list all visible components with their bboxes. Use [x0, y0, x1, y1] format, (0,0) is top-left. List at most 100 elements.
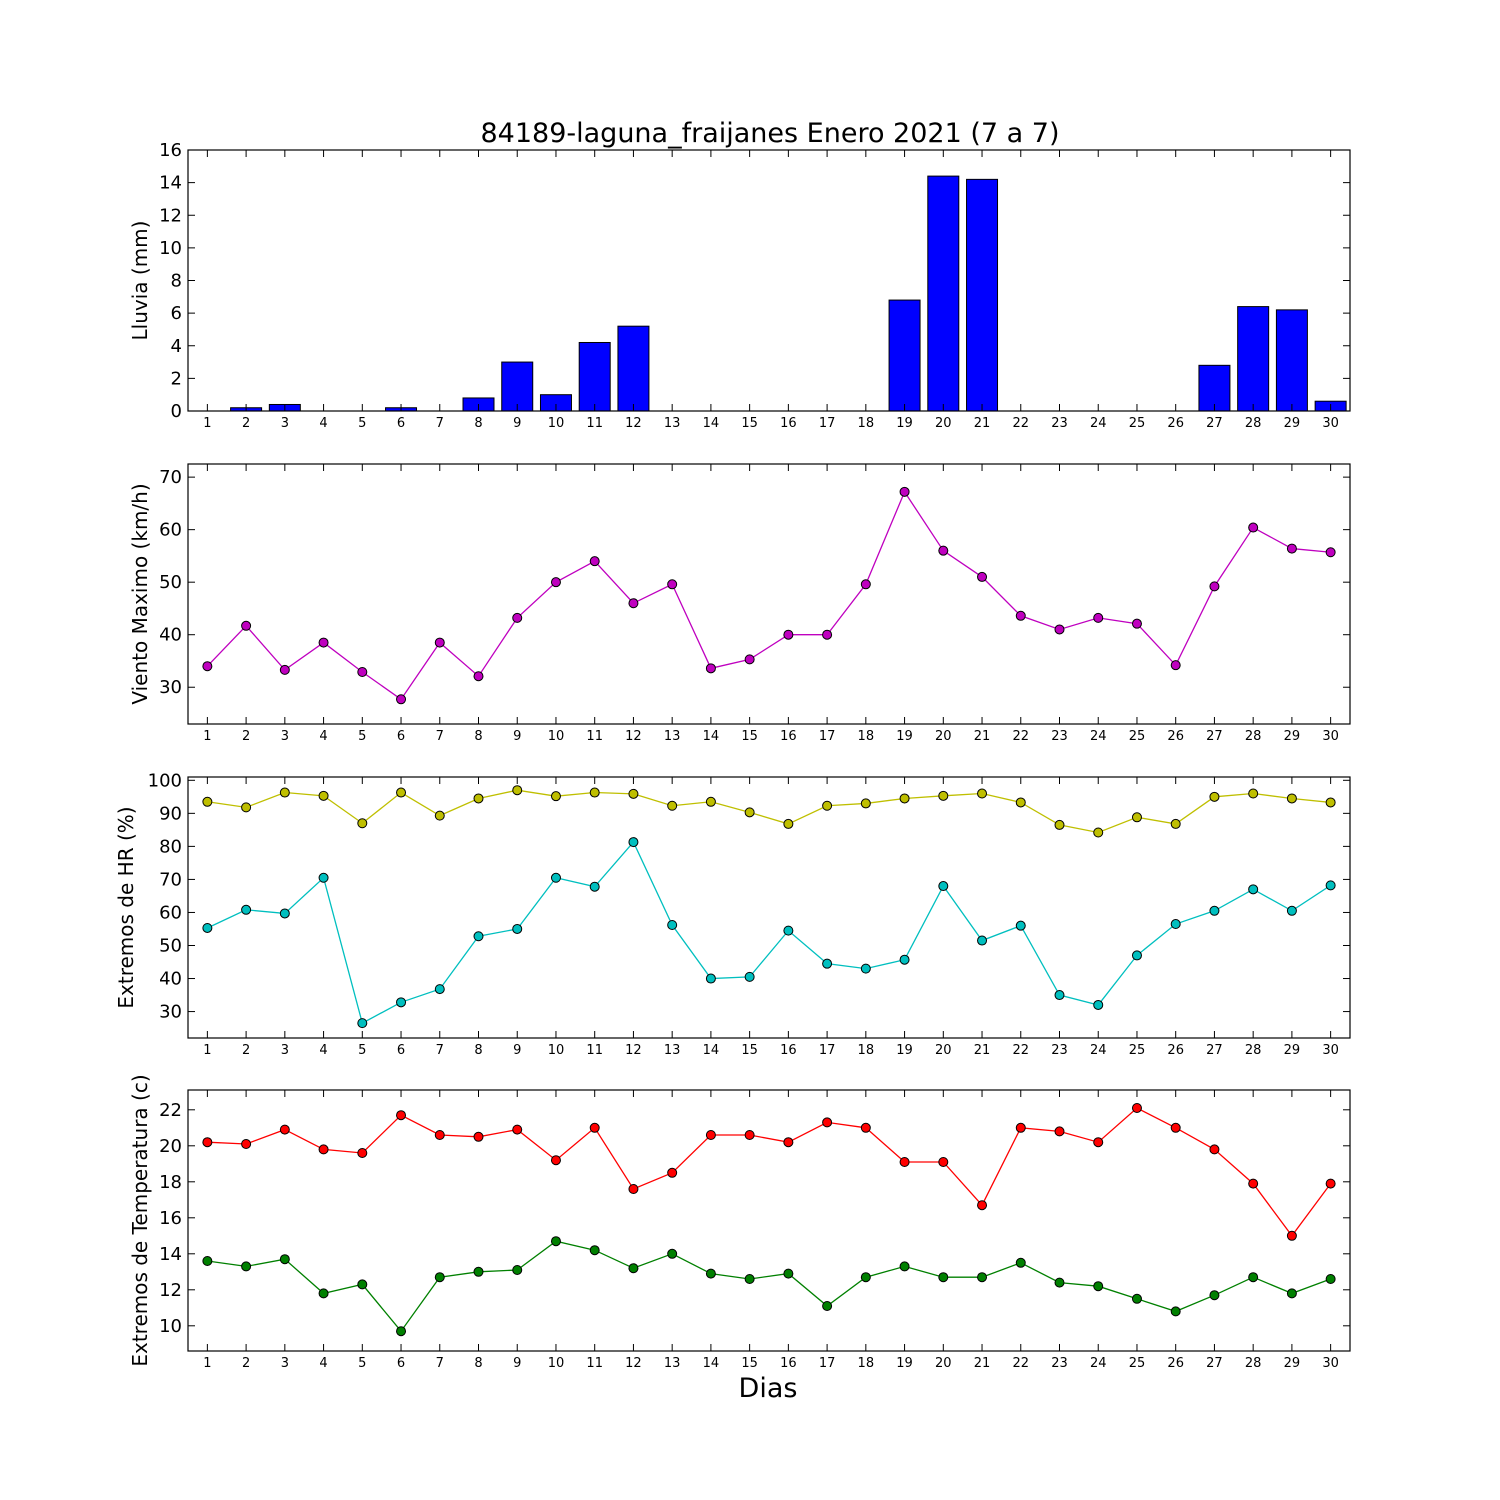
- point-hr-2-day-6: [396, 997, 407, 1008]
- point-temperatura-2-day-9: [512, 1265, 523, 1275]
- point-viento-1-day-12: [628, 598, 639, 609]
- panel-lluvia: 1 2 3 4 5 6 7 8 9 10 11 12 13 14 15 16 17 18 19 20 21 22 23 24 2…: [128, 140, 1351, 431]
- x-tick-label: 28: [1245, 1043, 1262, 1058]
- point-viento-1-day-6: [396, 694, 407, 705]
- point-hr-2-day-12: [628, 837, 639, 848]
- x-tick-label: 5: [358, 729, 366, 744]
- series-line-viento-1: [206, 490, 1331, 701]
- x-tick-label: 18: [858, 1043, 875, 1058]
- point-hr-2-day-19: [899, 954, 910, 965]
- point-hr-2-day-2: [241, 904, 252, 915]
- x-tick-label: 7: [436, 1043, 444, 1058]
- point-temperatura-1-day-8: [473, 1131, 484, 1142]
- x-tick-label: 30: [1322, 1043, 1339, 1058]
- point-temperatura-2-day-23: [1054, 1277, 1065, 1288]
- point-temperatura-1-day-22: [1015, 1122, 1026, 1133]
- point-hr-1-day-28: [1248, 788, 1259, 799]
- x-tick-label: 11: [586, 416, 603, 431]
- point-temperatura-1-day-18: [860, 1122, 871, 1133]
- x-tick-label: 19: [896, 416, 913, 431]
- point-hr-2-day-18: [860, 963, 871, 974]
- point-temperatura-2-day-10: [550, 1236, 561, 1247]
- y-tick-label: 10: [159, 1316, 182, 1337]
- point-temperatura-2-day-12: [628, 1263, 639, 1274]
- series-line-temperatura-2: [207, 1240, 1331, 1333]
- x-tick-label: 30: [1322, 416, 1339, 431]
- point-hr-2-day-4: [318, 872, 329, 883]
- point-temperatura-1-day-28: [1248, 1178, 1259, 1189]
- panel-hr: 1 2 3 4 5 6 7 8 9 10 11 12 13 14 15 16 17 18 19 20 21 22 23 24 2…: [114, 770, 1351, 1058]
- x-tick-label: 23: [1051, 1043, 1068, 1058]
- x-tick-label: 30: [1322, 1356, 1339, 1371]
- y-tick-label: 80: [159, 836, 182, 857]
- y-tick-label: 70: [159, 467, 182, 488]
- point-temperatura-2-day-13: [667, 1248, 678, 1259]
- x-tick-label: 5: [358, 1356, 366, 1371]
- point-temperatura-1-day-24: [1093, 1137, 1104, 1148]
- x-tick-label: 8: [474, 1356, 482, 1371]
- point-viento-1-day-28: [1248, 522, 1259, 533]
- panels: 1 2 3 4 5 6 7 8 9 10 11 12 13 14 15 16 17 18 19 20 21 22 23 24 2…: [114, 140, 1351, 1371]
- point-hr-1-day-11: [589, 787, 600, 798]
- point-hr-2-day-5: [357, 1018, 368, 1029]
- x-tick-label: 6: [397, 1043, 405, 1058]
- point-temperatura-2-day-1: [202, 1256, 213, 1266]
- series-line-hr-1: [207, 789, 1331, 834]
- point-hr-1-day-30: [1325, 797, 1336, 808]
- x-tick-label: 22: [1012, 1043, 1029, 1058]
- x-tick-label: 14: [703, 416, 720, 431]
- x-tick-label: 12: [625, 729, 642, 744]
- x-tick-label: 20: [935, 1356, 952, 1371]
- x-tick-label: 6: [397, 1356, 405, 1371]
- point-temperatura-2-day-7: [434, 1272, 445, 1283]
- point-viento-1-day-21: [977, 571, 988, 582]
- point-temperatura-1-day-3: [279, 1124, 290, 1135]
- point-hr-1-day-13: [667, 800, 678, 811]
- point-hr-1-day-25: [1131, 812, 1142, 823]
- x-tick-label: 1: [203, 1356, 211, 1371]
- x-tick-label: 21: [974, 1356, 991, 1371]
- y-tick-label: 14: [159, 173, 182, 194]
- x-tick-label: 21: [974, 416, 991, 431]
- point-temperatura-1-day-30: [1325, 1178, 1336, 1189]
- x-tick-label: 29: [1284, 416, 1301, 431]
- x-tick-label: 30: [1322, 729, 1339, 744]
- x-tick-label: 22: [1012, 416, 1029, 431]
- x-tick-label: 25: [1129, 729, 1146, 744]
- x-tick-label: 10: [548, 1356, 565, 1371]
- point-temperatura-1-day-10: [550, 1155, 561, 1166]
- y-tick-label: 40: [159, 625, 182, 646]
- point-hr-2-day-25: [1131, 950, 1142, 961]
- x-tick-label: 18: [858, 416, 875, 431]
- point-hr-2-day-17: [822, 958, 833, 969]
- bar-lluvia-day-20: [927, 175, 960, 412]
- point-hr-2-day-23: [1054, 990, 1065, 1001]
- point-temperatura-1-day-15: [744, 1130, 755, 1140]
- point-hr-2-day-28: [1248, 884, 1259, 895]
- point-viento-1-day-25: [1131, 618, 1142, 629]
- bar-lluvia-day-11: [578, 341, 611, 412]
- x-tick-label: 7: [436, 416, 444, 431]
- point-temperatura-1-day-26: [1170, 1122, 1181, 1133]
- x-tick-label: 16: [780, 1356, 797, 1371]
- point-hr-1-day-2: [241, 802, 252, 813]
- point-viento-1-day-24: [1093, 612, 1104, 623]
- point-temperatura-2-day-15: [744, 1274, 755, 1284]
- y-tick-label: 60: [159, 520, 182, 541]
- x-tick-label: 4: [319, 1356, 327, 1371]
- x-tick-label: 17: [819, 1356, 836, 1371]
- x-tick-label: 12: [625, 1043, 642, 1058]
- x-tick-label: 14: [703, 1356, 720, 1371]
- point-temperatura-1-day-19: [899, 1157, 910, 1167]
- x-tick-label: 2: [242, 416, 250, 431]
- x-tick-label: 6: [397, 729, 405, 744]
- y-tick-label: 4: [171, 336, 182, 357]
- x-tick-label: 15: [741, 1043, 758, 1058]
- plot-frame-temperatura: [187, 1089, 1351, 1352]
- chart-title: 84189-laguna_fraijanes Enero 2021 (7 a 7…: [481, 118, 1060, 149]
- x-tick-label: 4: [319, 416, 327, 431]
- x-tick-label: 15: [741, 729, 758, 744]
- point-hr-1-day-10: [550, 791, 561, 802]
